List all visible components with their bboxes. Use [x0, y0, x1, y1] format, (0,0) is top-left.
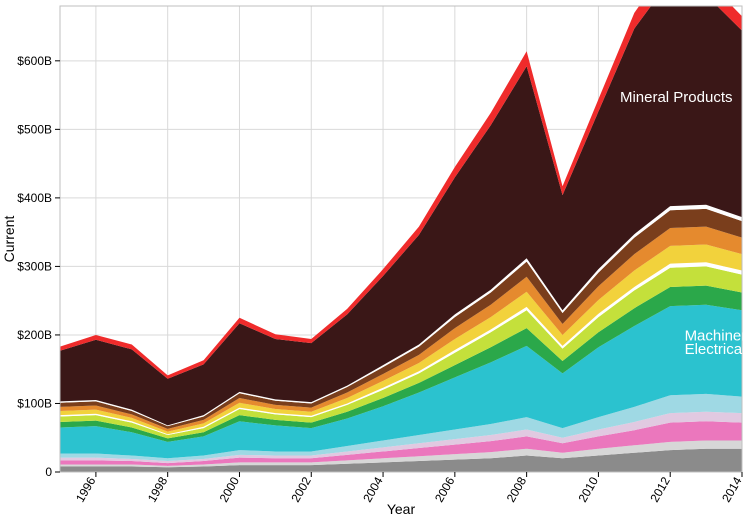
y-tick-label: $500B — [17, 122, 52, 136]
y-tick-label: 0 — [45, 465, 52, 479]
x-axis-label: Year — [387, 501, 416, 517]
series-label: Electrical — [685, 341, 746, 358]
y-tick-label: $100B — [17, 396, 52, 410]
y-tick-label: $600B — [17, 54, 52, 68]
stacked-area-chart: 1996199820002002200420062008201020122014… — [0, 0, 748, 520]
series-label: Mineral Products — [620, 89, 733, 106]
y-axis-label: Current — [1, 216, 17, 263]
y-tick-label: $400B — [17, 191, 52, 205]
y-tick-label: $300B — [17, 259, 52, 273]
y-tick-label: $200B — [17, 328, 52, 342]
chart-svg: 1996199820002002200420062008201020122014… — [0, 0, 748, 520]
